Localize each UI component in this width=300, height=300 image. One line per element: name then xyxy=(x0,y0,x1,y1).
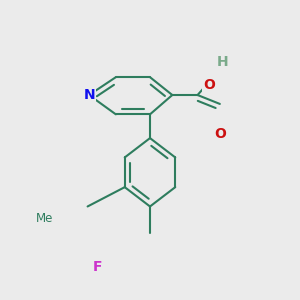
Text: F: F xyxy=(93,260,103,274)
Text: H: H xyxy=(217,55,229,69)
Text: O: O xyxy=(214,127,226,141)
Text: Me: Me xyxy=(36,212,53,226)
Text: O: O xyxy=(203,78,215,92)
Text: N: N xyxy=(83,88,95,102)
